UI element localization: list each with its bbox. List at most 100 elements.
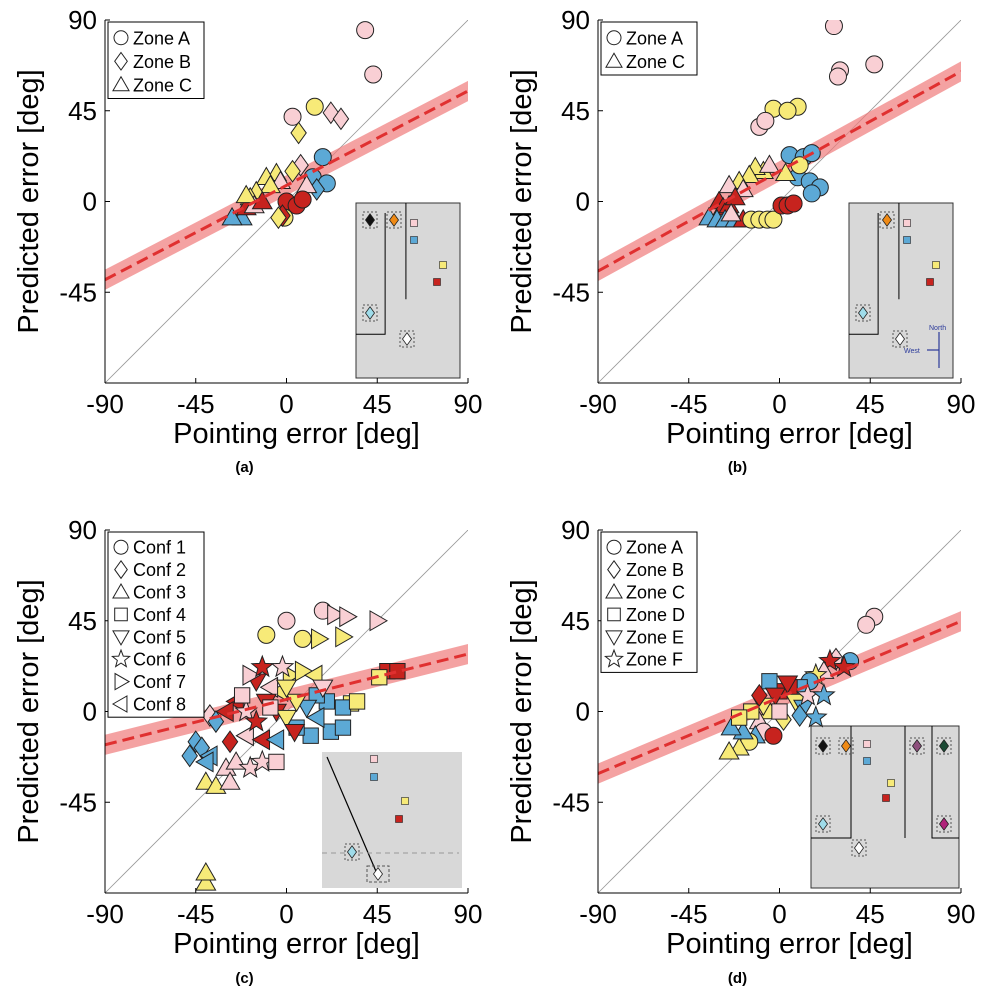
inset-wall (931, 726, 959, 839)
legend-label: Zone B (133, 52, 191, 72)
inset-marker (882, 213, 892, 227)
data-point (334, 699, 352, 716)
data-point (738, 164, 760, 184)
x-tick-label: 0 (279, 389, 293, 419)
data-point (195, 862, 217, 881)
data-point (335, 626, 354, 648)
data-point (312, 679, 334, 699)
y-axis-label: Predicted error [deg] (13, 69, 45, 333)
inset-target (882, 794, 890, 802)
legend-marker (112, 582, 130, 599)
inset-wall (811, 726, 852, 839)
y-tick-label: 45 (68, 96, 97, 126)
inset-marker-box (815, 737, 831, 755)
legend-label: Zone D (626, 605, 685, 625)
data-point (764, 687, 787, 707)
y-axis-label: Predicted error [deg] (506, 579, 538, 843)
data-point (720, 716, 742, 736)
inset-marker (912, 739, 922, 753)
data-point (235, 184, 257, 204)
inset-target (903, 236, 911, 244)
inset-marker (818, 739, 828, 753)
y-tick-label: 0 (83, 187, 97, 217)
legend-marker (607, 559, 621, 580)
inset-marker-box (909, 737, 925, 755)
legend-label: Zone C (133, 75, 192, 95)
inset-marker (365, 213, 375, 227)
data-point (268, 753, 285, 771)
inset-marker-box (879, 211, 895, 229)
inset-marker (858, 306, 868, 320)
inset-target (863, 757, 871, 765)
inset-wall (356, 213, 386, 335)
data-point (720, 202, 742, 222)
data-point (305, 706, 325, 729)
legend-label: Zone C (626, 583, 685, 603)
legend-label: Zone B (626, 560, 684, 580)
legend-label: Conf 5 (133, 627, 186, 647)
inset-marker (939, 817, 949, 831)
inset-room (810, 725, 960, 889)
data-point (259, 676, 279, 698)
inset-marker (373, 867, 383, 881)
y-tick-label: 90 (561, 515, 590, 545)
legend-marker (605, 52, 623, 68)
inset-marker-box (362, 304, 378, 322)
fit-line (598, 619, 961, 775)
fit-line (598, 70, 961, 273)
inset-wall (326, 756, 379, 877)
legend-label: Zone A (133, 28, 190, 48)
legend-label: Conf 1 (133, 538, 186, 558)
data-point (751, 683, 768, 707)
panel-caption: (d) (728, 970, 747, 987)
inset-marker-box (838, 737, 854, 755)
fit-line (105, 652, 468, 747)
x-tick-label: -45 (177, 389, 215, 419)
legend-marker (113, 539, 129, 555)
inset-target (903, 219, 911, 227)
data-point (275, 679, 298, 699)
inset-room (848, 202, 954, 379)
data-point (832, 654, 856, 678)
x-tick-label: 45 (856, 899, 885, 929)
data-point (334, 719, 352, 736)
x-tick-label: 90 (947, 389, 976, 419)
legend-marker (114, 607, 128, 622)
panel-caption: (c) (235, 970, 253, 987)
x-axis-label: Pointing error [deg] (173, 928, 420, 960)
data-point (290, 121, 307, 145)
legend-label: Conf 3 (133, 583, 186, 603)
x-tick-label: 0 (279, 899, 293, 929)
compass-west-label: West (904, 348, 920, 355)
data-point (764, 210, 783, 229)
inset-marker-box (362, 211, 378, 229)
inset-marker (895, 332, 905, 346)
x-tick-label: 90 (947, 899, 976, 929)
y-axis-label: Predicted error [deg] (506, 69, 538, 333)
legend-marker (111, 695, 128, 713)
data-point (305, 97, 324, 116)
inset-target (439, 261, 447, 269)
inset-marker (854, 841, 864, 855)
data-point (293, 190, 312, 209)
data-point (724, 186, 746, 206)
legend-marker (114, 559, 128, 580)
data-point (219, 771, 241, 790)
data-point (233, 687, 251, 704)
data-point (285, 693, 308, 713)
plot-area (105, 530, 468, 893)
inset-marker (402, 332, 412, 346)
data-point (756, 111, 775, 130)
legend-label: Zone A (626, 28, 683, 48)
data-point (348, 693, 366, 710)
data-point (731, 709, 748, 726)
data-point (784, 194, 803, 213)
x-tick-label: -90 (579, 389, 617, 419)
y-tick-label: -45 (552, 277, 590, 307)
inset-target (887, 779, 895, 787)
inset-marker-box (855, 304, 871, 322)
